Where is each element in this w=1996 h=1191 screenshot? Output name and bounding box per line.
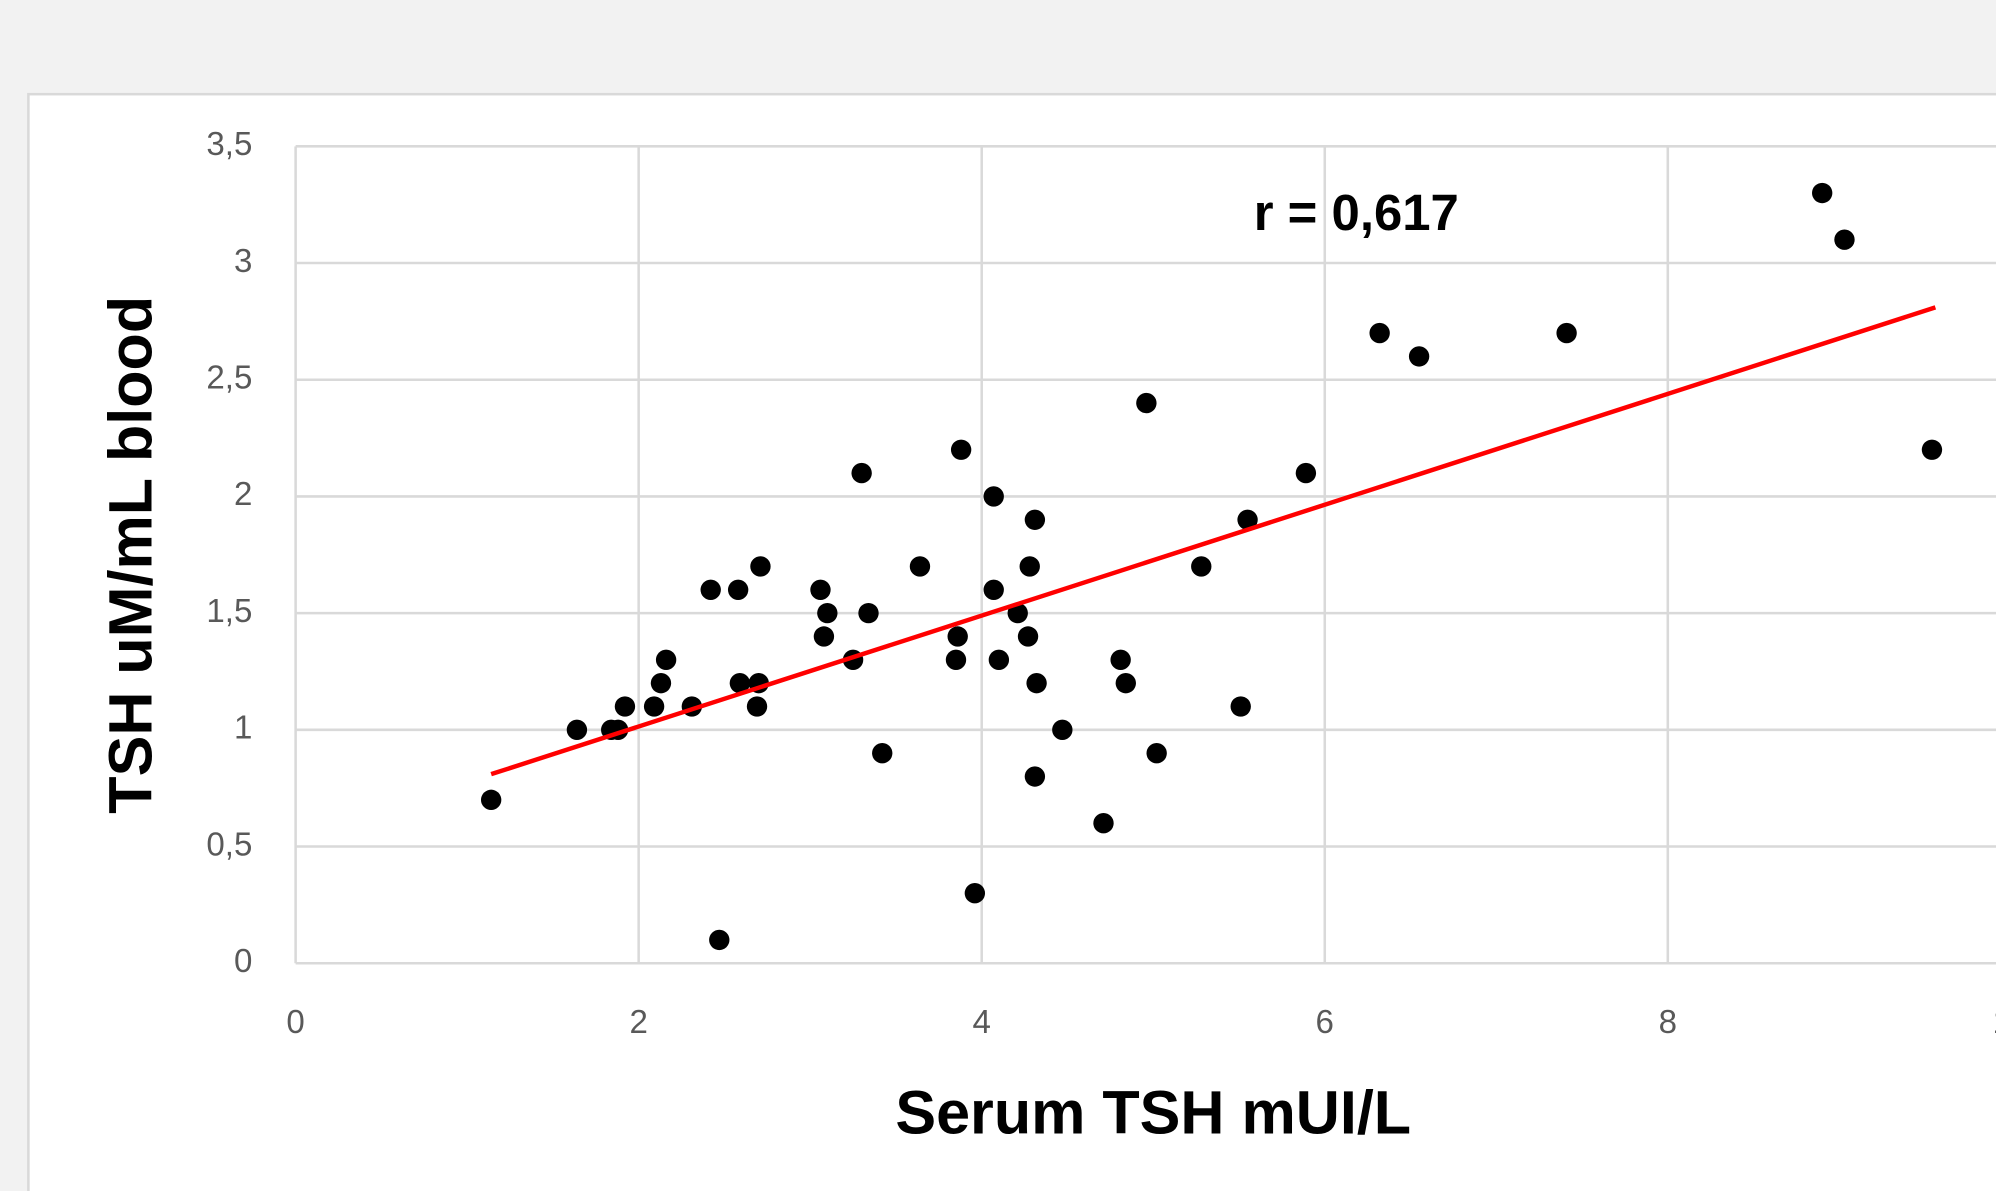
point bbox=[655, 649, 677, 670]
point bbox=[983, 579, 1004, 600]
point bbox=[643, 696, 665, 717]
point bbox=[1556, 322, 1577, 344]
point bbox=[988, 649, 1010, 670]
point bbox=[1110, 649, 1131, 670]
point bbox=[817, 602, 838, 624]
point bbox=[810, 579, 831, 600]
point bbox=[1146, 742, 1167, 764]
point bbox=[1921, 439, 1943, 460]
point bbox=[650, 672, 672, 694]
y-axis-title: TSH uM/mL blood bbox=[96, 296, 164, 814]
point bbox=[858, 602, 879, 624]
point bbox=[1052, 719, 1073, 741]
point bbox=[1408, 346, 1430, 367]
point bbox=[1237, 509, 1258, 530]
point bbox=[950, 439, 972, 460]
point bbox=[614, 696, 636, 717]
point bbox=[813, 626, 835, 647]
point bbox=[1093, 813, 1114, 834]
y-tick-label: 3,5 bbox=[206, 126, 252, 163]
x-tick-label: 6 bbox=[1316, 1004, 1334, 1041]
y-tick-label: 3 bbox=[234, 243, 252, 280]
point bbox=[709, 929, 730, 951]
marks bbox=[480, 182, 1943, 951]
x-tick-label: 10 bbox=[1992, 1004, 1996, 1041]
y-tick-label: 0 bbox=[234, 943, 252, 980]
point bbox=[1026, 672, 1047, 694]
point bbox=[964, 883, 986, 904]
y-tick-label: 2,5 bbox=[206, 359, 252, 396]
x-tick-label: 0 bbox=[286, 1004, 304, 1041]
x-tick-label: 2 bbox=[629, 1004, 647, 1041]
point bbox=[851, 462, 872, 484]
chart-panel bbox=[27, 92, 1996, 1191]
point bbox=[1812, 182, 1833, 204]
point bbox=[480, 789, 502, 811]
point bbox=[909, 556, 931, 577]
point bbox=[1024, 509, 1046, 530]
point bbox=[746, 696, 768, 717]
point bbox=[1191, 556, 1212, 577]
x-tick-label: 8 bbox=[1659, 1004, 1677, 1041]
point bbox=[729, 672, 751, 694]
point bbox=[566, 719, 588, 741]
point bbox=[700, 579, 721, 600]
point bbox=[983, 486, 1004, 507]
point bbox=[1007, 602, 1028, 624]
point bbox=[1834, 229, 1855, 250]
point bbox=[1017, 626, 1039, 647]
point bbox=[1115, 672, 1136, 694]
point bbox=[945, 649, 967, 670]
point bbox=[727, 579, 749, 600]
x-axis-title: Serum TSH mUI/L bbox=[895, 1078, 1411, 1146]
y-tick-label: 1 bbox=[234, 710, 252, 747]
annotation: r = 0,617 bbox=[1254, 184, 1459, 241]
point bbox=[1136, 392, 1157, 414]
y-tick-label: 0,5 bbox=[206, 826, 252, 863]
x-tick-label: 4 bbox=[973, 1004, 991, 1041]
point bbox=[947, 626, 968, 647]
point bbox=[1024, 766, 1046, 787]
y-tick-label: 2 bbox=[234, 476, 252, 513]
point bbox=[1230, 696, 1251, 717]
point bbox=[1295, 462, 1317, 484]
point bbox=[750, 556, 771, 577]
y-tick-label: 1,5 bbox=[206, 593, 252, 630]
point bbox=[872, 742, 893, 764]
trendline bbox=[490, 305, 1937, 777]
point bbox=[1019, 556, 1040, 577]
point bbox=[1369, 322, 1390, 344]
